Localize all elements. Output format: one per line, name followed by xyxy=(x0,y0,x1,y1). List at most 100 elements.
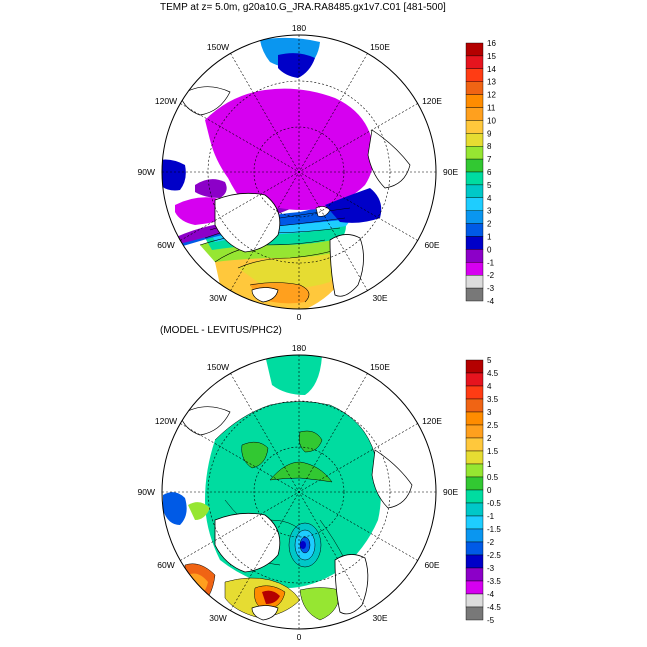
lon-label-60e: 60E xyxy=(424,240,439,250)
warm-anomaly xyxy=(262,590,280,604)
colorbar-label: -2 xyxy=(487,271,495,280)
bottom-polar-map xyxy=(161,354,437,630)
colorbar-label: 0 xyxy=(487,245,492,254)
colorbar-label: 9 xyxy=(487,129,492,138)
colorbar-swatch xyxy=(465,398,484,413)
colorbar-swatch xyxy=(465,133,484,147)
colorbar-swatch xyxy=(465,197,484,211)
colorbar-label: 5 xyxy=(487,356,492,365)
colorbar-label: 15 xyxy=(487,52,496,61)
lon-label-120w: 120W xyxy=(155,416,177,426)
colorbar-swatch xyxy=(465,236,484,250)
colorbar-label: 5 xyxy=(487,181,492,190)
colorbar-swatch xyxy=(465,593,484,608)
colorbar-swatch xyxy=(465,81,484,95)
svalbard xyxy=(315,206,331,217)
lon-label-120e: 120E xyxy=(422,96,442,106)
lon-label-0: 0 xyxy=(297,632,302,642)
colorbar-swatch xyxy=(465,287,484,302)
lon-label-120w: 120W xyxy=(155,96,177,106)
map-title-bottom: (MODEL - LEVITUS/PHC2) xyxy=(160,325,282,336)
iceland xyxy=(251,605,279,621)
colorbar-label: 1 xyxy=(487,460,492,469)
colorbar-label: 7 xyxy=(487,155,492,164)
lon-label-180: 180 xyxy=(292,343,306,353)
colorbar-swatch xyxy=(465,68,484,82)
graticule xyxy=(162,35,436,309)
colorbar-label: 3.5 xyxy=(487,395,499,404)
colorbar-swatch xyxy=(465,262,484,276)
colorbar-swatch xyxy=(465,450,484,465)
colorbar-label: 13 xyxy=(487,78,496,87)
colorbar-swatch xyxy=(465,424,484,439)
colorbar-label: 16 xyxy=(487,39,496,48)
colorbar-label: -4 xyxy=(487,297,495,306)
colorbar-swatch xyxy=(465,249,484,263)
colorbar-swatch xyxy=(465,411,484,426)
colorbar-swatch xyxy=(465,372,484,387)
colorbar-label: 4.5 xyxy=(487,369,499,378)
iceland xyxy=(251,287,279,303)
colorbar-label: 0 xyxy=(487,486,492,495)
colorbar-swatch xyxy=(465,42,484,57)
colorbar-swatch xyxy=(465,476,484,491)
colorbar-swatch xyxy=(465,554,484,569)
colorbar-swatch xyxy=(465,184,484,198)
lon-label-30w: 30W xyxy=(209,613,226,623)
colorbar-label: 11 xyxy=(487,104,496,113)
colorbar-swatch xyxy=(465,489,484,504)
colorbar-label: 4 xyxy=(487,382,492,391)
colorbar-label: 12 xyxy=(487,91,496,100)
colorbar-label: -1 xyxy=(487,258,495,267)
lon-label-60e: 60E xyxy=(424,560,439,570)
lon-label-30e: 30E xyxy=(372,613,387,623)
bering-difference xyxy=(265,355,322,395)
hudson-bay xyxy=(162,159,186,191)
colorbar-label: -3 xyxy=(487,564,495,573)
bering-sea xyxy=(278,53,315,78)
colorbar-swatch xyxy=(465,171,484,186)
positive-anomaly xyxy=(241,441,269,469)
map-boundary xyxy=(161,34,437,310)
lon-label-30w: 30W xyxy=(209,293,226,303)
colorbar-label: 6 xyxy=(487,168,492,177)
colorbar-label: -1 xyxy=(487,512,495,521)
colorbar-swatch xyxy=(465,528,484,543)
colorbar-swatch xyxy=(465,437,484,452)
colorbar-bottom: 5 4.5 4 3.5 3 2.5 2 1.5 1 0.5 0 -0.5 -1 -1.5 -2 -2.5 -3 -… xyxy=(465,356,501,625)
colorbar-swatch xyxy=(465,275,484,289)
colorbar-label: 14 xyxy=(487,65,496,74)
colorbar-label: -5 xyxy=(487,616,495,625)
barents-sea xyxy=(325,188,382,223)
colorbar-label: 3 xyxy=(487,207,492,216)
colorbar-swatch xyxy=(465,359,484,374)
colorbar-label: 10 xyxy=(487,116,496,125)
positive-anomaly xyxy=(298,430,323,453)
colorbar-label: -4.5 xyxy=(487,603,501,612)
colorbar-label: 2.5 xyxy=(487,421,499,430)
lon-label-120e: 120E xyxy=(422,416,442,426)
warm-anomaly xyxy=(299,587,341,621)
colorbar-swatch xyxy=(465,107,484,121)
lon-label-90w: 90W xyxy=(138,487,155,497)
lon-label-180: 180 xyxy=(292,23,306,33)
colorbar-label: 3 xyxy=(487,408,492,417)
siberian-coast xyxy=(371,449,413,509)
lon-label-150w: 150W xyxy=(207,362,229,372)
colorbar-swatch xyxy=(465,120,484,134)
colorbar-swatch xyxy=(465,541,484,556)
colorbar-label: -1.5 xyxy=(487,525,501,534)
colorbar-label: 2 xyxy=(487,220,492,229)
colorbar-swatch xyxy=(465,223,484,237)
colorbar-label: -4 xyxy=(487,590,495,599)
colorbar-swatch xyxy=(465,210,484,224)
lon-label-150w: 150W xyxy=(207,42,229,52)
map-title-top: TEMP at z= 5.0m, g20a10.G_JRA.RA8485.gx1… xyxy=(160,2,446,13)
arctic-basin xyxy=(205,88,374,210)
lon-label-60w: 60W xyxy=(157,240,174,250)
colorbar-label: 1 xyxy=(487,233,492,242)
top-polar-map xyxy=(161,34,437,310)
colorbar-label: -2 xyxy=(487,538,495,547)
